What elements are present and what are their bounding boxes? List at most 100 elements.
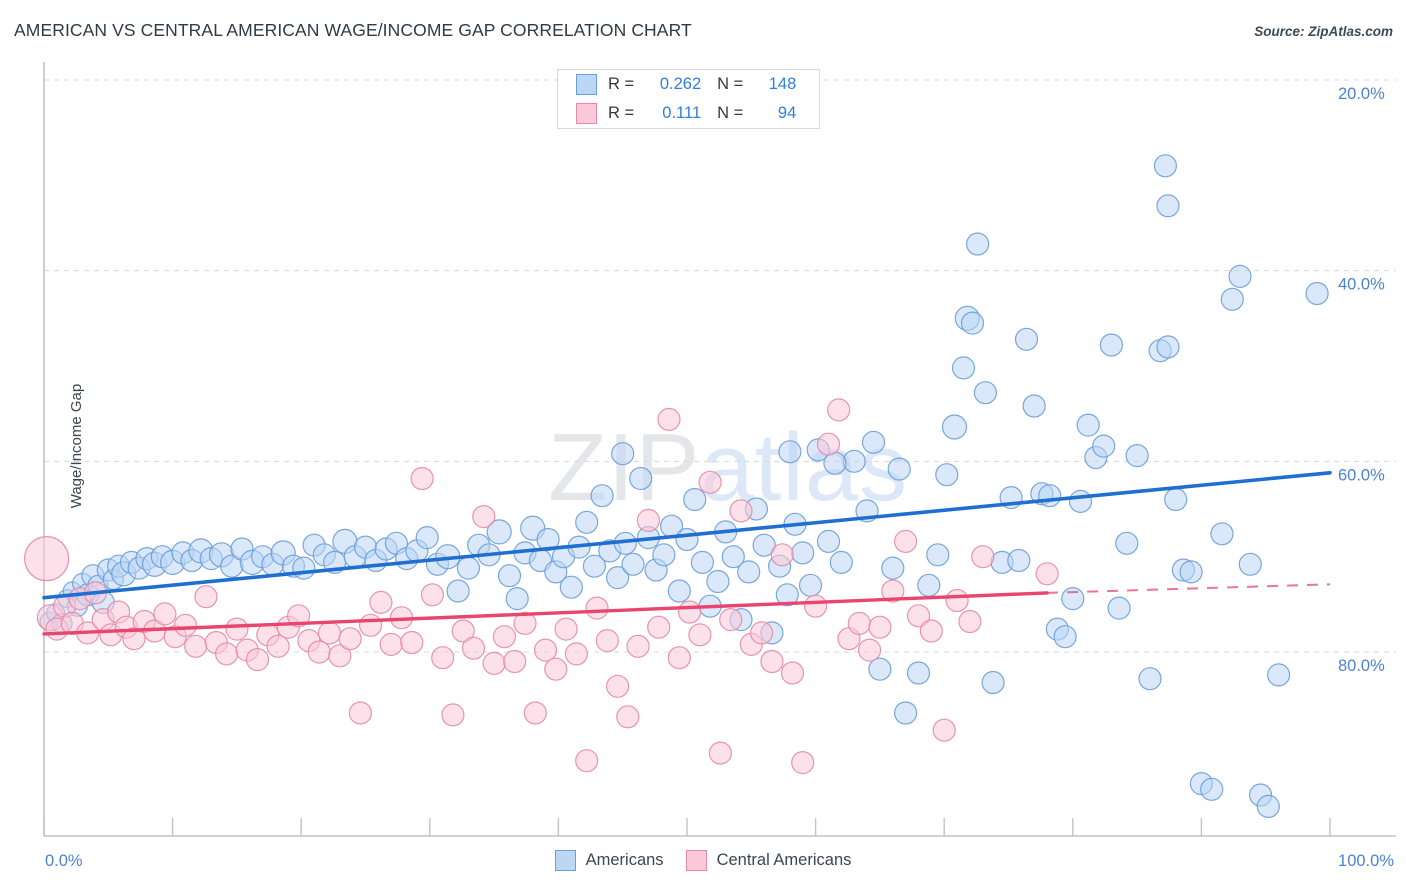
data-point[interactable] [1256,794,1280,819]
data-point[interactable] [415,525,439,550]
data-point[interactable] [533,638,558,662]
data-point[interactable] [721,545,745,569]
data-point[interactable] [917,573,941,597]
data-point[interactable] [1007,548,1031,573]
data-point[interactable] [971,545,995,569]
data-point[interactable] [868,615,892,639]
data-point[interactable] [827,398,851,422]
data-point[interactable] [194,585,218,609]
data-point[interactable] [887,457,911,481]
data-point[interactable] [338,627,362,651]
data-point[interactable] [503,649,527,674]
data-point[interactable] [215,642,239,666]
data-point[interactable] [431,646,455,670]
data-point[interactable] [906,604,931,628]
data-point[interactable] [317,621,342,645]
data-point[interactable] [647,615,671,639]
data-point[interactable] [287,604,311,628]
data-point[interactable] [616,705,640,729]
data-point[interactable] [775,583,799,607]
data-point[interactable] [1238,552,1262,576]
data-point[interactable] [1125,444,1149,468]
data-point[interactable] [153,602,177,626]
data-point[interactable] [881,579,905,603]
data-point[interactable] [266,634,290,658]
data-point[interactable] [791,541,815,565]
legend-item-central-americans[interactable]: Central Americans [685,850,851,871]
data-point[interactable] [564,642,589,666]
data-point[interactable] [629,466,653,491]
data-point[interactable] [708,741,733,765]
data-point[interactable] [1305,281,1329,306]
data-point[interactable] [621,552,645,576]
data-point[interactable] [698,470,722,494]
data-point[interactable] [482,651,506,676]
data-point[interactable] [1115,531,1139,555]
data-point[interactable] [951,356,976,380]
data-point[interactable] [456,556,480,580]
data-point[interactable] [1156,194,1180,218]
data-point[interactable] [778,440,802,464]
data-point[interactable] [1022,394,1046,418]
legend-item-americans[interactable]: Americans [554,850,664,871]
data-point[interactable] [1220,287,1244,311]
data-point[interactable] [461,636,486,660]
data-point[interactable] [752,533,776,557]
data-point[interactable] [1210,522,1234,546]
data-point[interactable] [307,640,331,664]
data-point[interactable] [881,556,905,580]
data-point[interactable] [1092,434,1116,458]
data-point[interactable] [842,449,866,473]
data-point[interactable] [829,550,853,575]
data-point[interactable] [1035,562,1059,586]
data-point[interactable] [505,586,529,611]
data-point[interactable] [1179,560,1203,584]
data-point[interactable] [1038,484,1062,508]
data-point[interactable] [960,311,985,335]
data-point[interactable] [729,499,753,523]
data-point[interactable] [868,657,892,681]
data-point[interactable] [791,750,815,775]
data-point[interactable] [590,484,614,508]
data-point[interactable] [932,718,956,742]
data-point[interactable] [605,565,630,590]
data-point[interactable] [1156,335,1180,359]
data-point[interactable] [981,670,1005,695]
data-point[interactable] [513,611,537,636]
data-point[interactable] [173,613,198,637]
data-point[interactable] [605,674,630,698]
data-point[interactable] [1138,667,1162,691]
data-point[interactable] [1053,625,1077,649]
data-point[interactable] [719,607,743,632]
data-point[interactable] [359,613,383,637]
data-point[interactable] [847,611,871,636]
data-point[interactable] [690,550,715,575]
data-point[interactable] [1068,489,1093,513]
data-point[interactable] [706,569,730,594]
data-point[interactable] [369,590,393,615]
data-point[interactable] [497,564,522,588]
data-point[interactable] [575,749,599,773]
data-point[interactable] [965,232,990,256]
data-point[interactable] [582,554,607,578]
data-point[interactable] [122,627,146,651]
data-point[interactable] [737,560,761,584]
data-point[interactable] [400,630,424,655]
data-point[interactable] [893,529,918,554]
data-point[interactable] [816,529,841,554]
data-point[interactable] [657,407,681,431]
data-point[interactable] [941,414,968,440]
data-point[interactable] [667,579,691,603]
data-point[interactable] [798,573,823,597]
data-point[interactable] [919,619,943,643]
data-point[interactable] [348,701,372,725]
data-point[interactable] [760,649,784,674]
data-point[interactable] [1099,333,1124,357]
data-point[interactable] [451,619,475,643]
data-point[interactable] [523,701,547,725]
data-point[interactable] [420,583,444,607]
data-point[interactable] [554,617,578,641]
data-point[interactable] [945,588,969,613]
data-point[interactable] [683,487,707,512]
data-point[interactable] [780,661,805,685]
